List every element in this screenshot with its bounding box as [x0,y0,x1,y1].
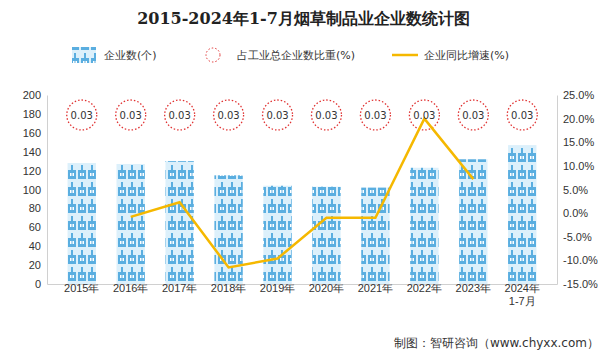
share-circle [409,100,439,130]
y-tick-label: 60 [29,221,41,233]
marks [67,100,537,284]
legend-label: 企业数(个) [104,49,157,62]
y-tick-label: 0 [35,278,41,290]
y-axis-line [47,96,48,285]
y2-tick-label: -15.0% [563,278,598,290]
y-tick-label: 200 [23,89,41,101]
bar [312,187,340,284]
share-circle [214,100,244,130]
share-circle [116,100,146,130]
legend-item: 企业同比增速(%) [392,49,509,62]
y-tick-label: 120 [23,165,41,177]
y2-tick-label: -10.0% [563,254,598,266]
share-label: 0.03 [71,110,93,121]
y-tick: 40 [29,240,47,252]
y2-tick-label: 10.0% [563,160,594,172]
y-tick-label: 80 [29,202,41,214]
share-label: 0.03 [169,110,191,121]
y-tick: 140 [23,146,47,158]
share-circle [458,100,488,130]
x-tick-label: 2024年1-7月 [505,282,540,307]
y-tick: 120 [23,165,47,177]
y-tick-label: 20 [29,259,41,271]
y-tick: 200 [23,89,47,101]
title: 2015-2024年1-7月烟草制品业企业数统计图 [137,9,470,28]
x-tick-label-line: 1-7月 [509,295,536,307]
y-tick: 60 [29,221,47,233]
y2-tick: 0.0% [557,207,588,219]
y2-tick-label: 0.0% [563,207,588,219]
bar [410,168,438,284]
legend-label: 占工业总企业数比重(%) [237,49,355,62]
y-tick-label: 140 [23,146,41,158]
y2-tick: 20.0% [557,113,594,125]
y2-tick: 10.0% [557,160,594,172]
bar [68,163,96,284]
share-circle [507,100,537,130]
legend-item: 占工业总企业数比重(%) [206,48,355,62]
y2-axis: -15.0% -10.0% -5.0% 0.0% 5.0% 10.0% 15.0% 20.0%… [557,89,598,290]
share-circle [165,100,195,130]
y2-tick: 15.0% [557,136,594,148]
y-tick-label: 40 [29,240,41,252]
share-label: 0.03 [217,110,239,121]
share-circle [311,100,341,130]
y-tick: 180 [23,108,47,120]
y2-tick: -5.0% [557,231,592,243]
share-circle [67,100,97,130]
legend-label: 企业同比增速(%) [424,49,509,62]
labels: 0.03 0.03 0.03 0.03 0.03 0.03 0.03 0.03 0.03 0.03 [71,110,534,121]
bar [361,188,389,284]
share-label: 0.03 [120,110,142,121]
y2-tick: -15.0% [557,278,598,290]
x-tick: 2024年1-7月 [505,282,540,307]
y2-tick-label: 20.0% [563,113,594,125]
y-tick-label: 160 [23,127,41,139]
legend-swatch [206,48,220,62]
bar [263,186,291,284]
y-tick: 160 [23,127,47,139]
share-label: 0.03 [462,110,484,121]
source: 制图：智研咨询（www.chyxx.com） [394,336,599,350]
bar [508,145,536,284]
y2-tick-label: 25.0% [563,89,594,101]
y-tick: 0 [35,278,47,290]
y-tick: 20 [29,259,47,271]
legend-swatch [72,47,96,63]
share-label: 0.03 [364,110,386,121]
bar [117,164,145,284]
legend-swatch [392,54,418,57]
x-axis: 2015年2016年2017年2018年2019年2020年2021年2022年… [48,282,558,307]
chart: 2015-2024年1-7月烟草制品业企业数统计图 0 20 40 60 80 100 120… [0,0,607,359]
share-label: 0.03 [266,110,288,121]
share-circle [360,100,390,130]
share-label: 0.03 [511,110,533,121]
y-tick: 100 [23,184,47,196]
y2-axis-line [557,96,558,285]
share-label: 0.03 [315,110,337,121]
y2-tick: 5.0% [557,184,588,196]
y2-tick-label: 5.0% [563,184,588,196]
bar [165,161,193,284]
y-tick-label: 180 [23,108,41,120]
y-tick: 80 [29,202,47,214]
y2-tick-label: -5.0% [563,231,592,243]
legend: 企业数(个) 占工业总企业数比重(%) 企业同比增速(%) [72,47,509,63]
share-circle [263,100,293,130]
share-label: 0.03 [413,110,435,121]
legend-item: 企业数(个) [72,47,157,63]
y2-tick: -10.0% [557,254,598,266]
y-axis: 0 20 40 60 80 100 120 140 160 180 200 [23,89,48,290]
y-tick-label: 100 [23,184,41,196]
y2-tick: 25.0% [557,89,594,101]
plot: 020406080100120140160180200-15.0%-10.0%-… [23,89,598,307]
growth-line [131,119,474,268]
y2-tick-label: 15.0% [563,136,594,148]
